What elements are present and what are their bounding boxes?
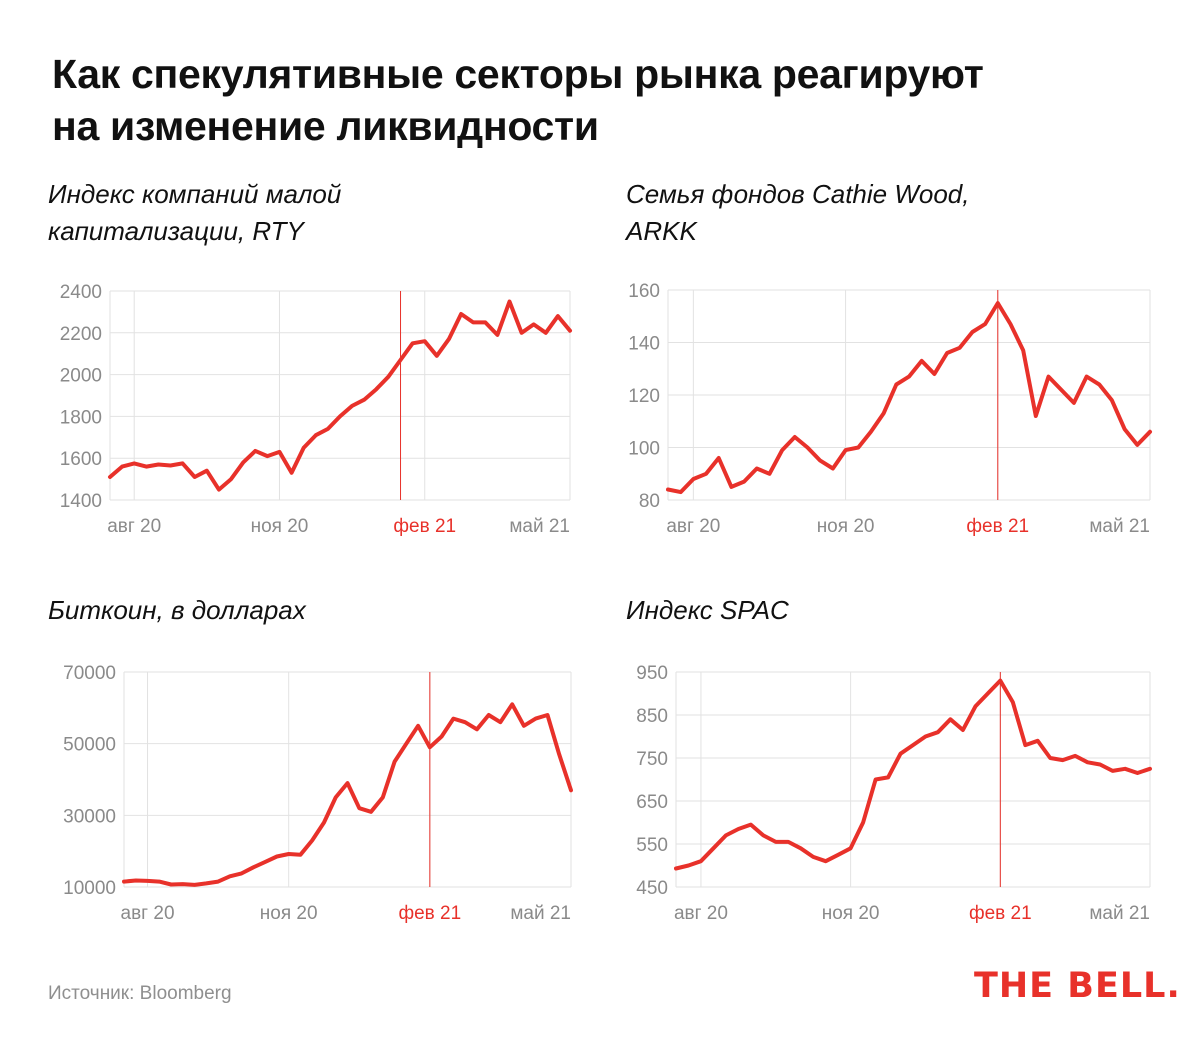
bitcoin-y-tick-label: 10000: [63, 878, 116, 899]
rty-y-tick-label: 2400: [60, 282, 102, 303]
rty-x-tick-label: фев 21: [393, 516, 456, 537]
panel-title-spac: Индекс SPAC: [626, 592, 789, 629]
panel-title-bitcoin: Биткоин, в долларах: [48, 592, 306, 629]
bitcoin-y-tick-label: 70000: [63, 663, 116, 684]
panel-title-bitcoin-line-1: Биткоин, в долларах: [48, 595, 306, 625]
rty-y-tick-label: 1800: [60, 407, 102, 428]
panel-title-rty-line-1: Индекс компаний малой: [48, 179, 342, 209]
spac-y-tick-label: 950: [636, 663, 668, 684]
arkk-y-tick-label: 120: [628, 386, 660, 407]
panel-title-arkk-line-2: ARKK: [626, 216, 697, 246]
rty-x-tick-label: май 21: [509, 516, 570, 537]
rty-series-line: [108, 299, 572, 492]
spac-y-tick-label: 850: [636, 706, 668, 727]
arkk-y-tick-label: 140: [628, 334, 660, 355]
spac-y-tick-label: 450: [636, 878, 668, 899]
panel-title-arkk-line-1: Семья фондов Cathie Wood,: [626, 179, 970, 209]
spac-x-tick-label: ноя 20: [822, 903, 880, 924]
bitcoin-x-tick-label: май 21: [510, 903, 571, 924]
arkk-x-tick-label: авг 20: [666, 516, 720, 537]
page-title-line-2: на изменение ликвидности: [52, 103, 599, 149]
arkk-y-tick-label: 100: [628, 439, 660, 460]
arkk-x-tick-label: ноя 20: [817, 516, 875, 537]
rty-y-tick-label: 2000: [60, 366, 102, 387]
panel-title-spac-line-1: Индекс SPAC: [626, 595, 789, 625]
panel-title-rty: Индекс компаний малой капитализации, RTY: [48, 176, 341, 250]
bitcoin-y-tick-label: 50000: [63, 735, 116, 756]
spac-x-tick-label: фев 21: [969, 903, 1032, 924]
bitcoin-x-tick-label: авг 20: [121, 903, 175, 924]
rty-y-tick-label: 2200: [60, 324, 102, 345]
panel-title-rty-line-2: капитализации, RTY: [48, 216, 304, 246]
bitcoin-x-tick-label: ноя 20: [260, 903, 318, 924]
spac-x-tick-label: май 21: [1089, 903, 1150, 924]
spac-series-line: [674, 678, 1152, 871]
spac-y-tick-label: 750: [636, 749, 668, 770]
rty-x-tick-label: авг 20: [107, 516, 161, 537]
page-title: Как спекулятивные секторы рынка реагирую…: [52, 48, 1152, 152]
rty-y-tick-label: 1400: [60, 491, 102, 512]
spac-x-tick-label: авг 20: [674, 903, 728, 924]
arkk-y-tick-label: 80: [639, 491, 660, 512]
spac-y-tick-label: 650: [636, 792, 668, 813]
arkk-x-tick-label: май 21: [1089, 516, 1150, 537]
bitcoin-series-line: [122, 702, 573, 887]
arkk-y-tick-label: 160: [628, 281, 660, 302]
rty-y-tick-label: 1600: [60, 449, 102, 470]
page-title-line-1: Как спекулятивные секторы рынка реагирую…: [52, 51, 984, 97]
arkk-series-line: [666, 301, 1152, 495]
source-note: Источник: Bloomberg: [48, 983, 232, 1004]
bitcoin-x-tick-label: фев 21: [398, 903, 461, 924]
spac-y-tick-label: 550: [636, 835, 668, 856]
the-bell-logo: THE BELL.: [974, 966, 1181, 1006]
arkk-x-tick-label: фев 21: [966, 516, 1029, 537]
bitcoin-y-tick-label: 30000: [63, 806, 116, 827]
rty-x-tick-label: ноя 20: [251, 516, 309, 537]
panel-title-arkk: Семья фондов Cathie Wood, ARKK: [626, 176, 969, 250]
